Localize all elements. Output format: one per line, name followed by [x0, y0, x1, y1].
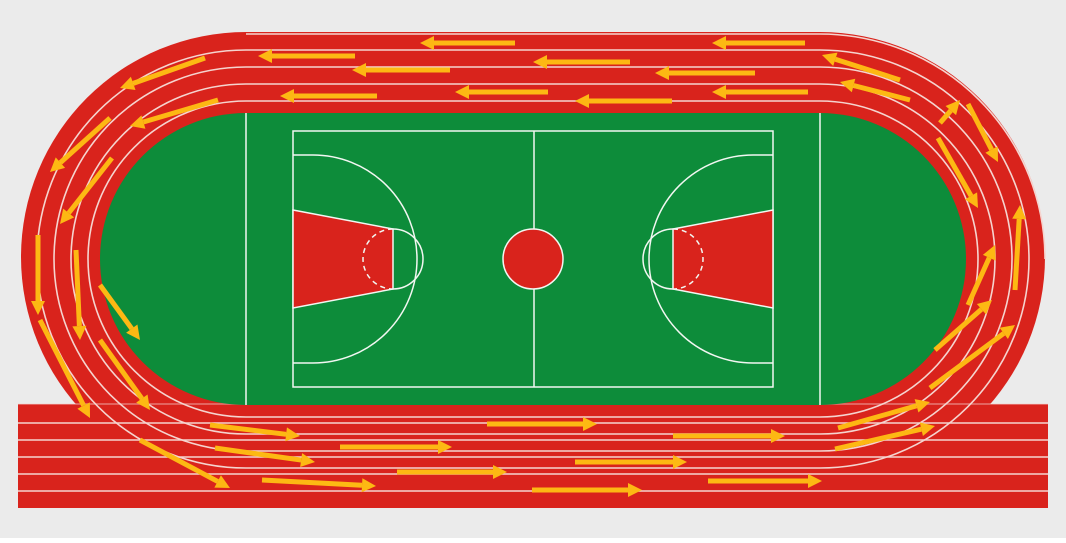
- direction-arrow: [708, 474, 822, 488]
- lane-line: [36, 49, 1030, 469]
- direction-arrow: [130, 97, 219, 129]
- right-free-throw-arc-dashed: [672, 228, 704, 290]
- direction-arrow: [965, 245, 996, 307]
- direction-arrow: [533, 55, 630, 69]
- direction-arrow: [31, 235, 45, 315]
- direction-arrow: [60, 156, 114, 224]
- left-three-point-line: [293, 154, 418, 364]
- direction-arrow: [834, 422, 935, 452]
- direction-arrow: [120, 55, 206, 90]
- direction-arrow: [214, 445, 315, 467]
- direction-arrow: [575, 94, 672, 108]
- direction-arrow: [655, 66, 755, 80]
- left-free-throw-arc: [392, 228, 424, 290]
- direction-arrow: [138, 437, 230, 488]
- direction-arrow: [532, 483, 642, 497]
- direction-arrow: [965, 102, 998, 162]
- lane-line: [70, 83, 996, 435]
- direction-arrow: [928, 325, 1015, 391]
- direction-arrow: [420, 36, 515, 50]
- direction-arrow: [209, 422, 300, 442]
- direction-arrow: [397, 465, 507, 479]
- direction-arrow: [50, 116, 112, 172]
- direction-arrow: [840, 78, 911, 103]
- direction-arrow: [575, 455, 687, 469]
- basketball-court: [292, 130, 774, 388]
- direction-arrow: [712, 85, 808, 99]
- direction-arrow: [37, 318, 90, 418]
- direction-arrow: [455, 85, 548, 99]
- running-direction-arrows: [31, 36, 1027, 497]
- direction-arrow: [261, 477, 376, 493]
- lane-line: [246, 33, 1046, 260]
- direction-arrow: [97, 283, 140, 340]
- direction-arrow: [340, 440, 452, 454]
- direction-arrow: [1012, 205, 1027, 291]
- direction-arrow: [837, 399, 930, 431]
- direction-arrow: [258, 49, 355, 63]
- direction-arrow: [280, 89, 377, 103]
- direction-arrow: [72, 249, 87, 340]
- direction-arrow: [487, 417, 597, 431]
- direction-arrow: [712, 36, 805, 50]
- direction-arrow: [352, 63, 450, 77]
- direction-arrow: [673, 429, 785, 443]
- direction-arrow: [938, 100, 960, 125]
- direction-arrow: [935, 136, 978, 208]
- left-free-throw-arc-dashed: [362, 228, 394, 290]
- lane-line: [87, 100, 979, 418]
- direction-arrow: [933, 300, 992, 352]
- right-three-point-line: [648, 154, 773, 364]
- center-circle: [502, 228, 564, 290]
- direction-arrow: [97, 338, 150, 410]
- direction-arrow: [822, 52, 901, 83]
- right-free-throw-arc: [642, 228, 674, 290]
